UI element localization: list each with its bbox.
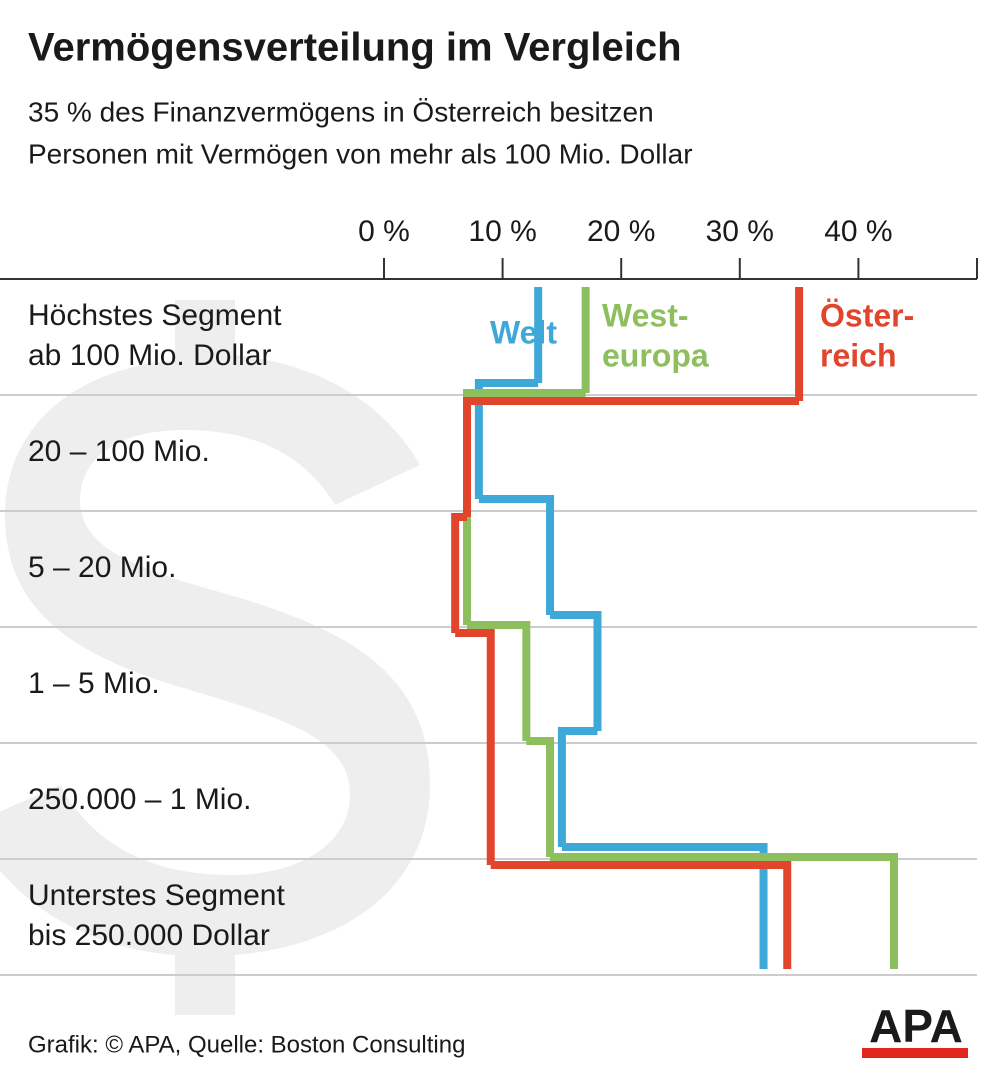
step-line bbox=[451, 513, 468, 633]
step-line bbox=[526, 737, 555, 857]
category-label: bis 250.000 Dollar bbox=[28, 919, 270, 952]
step-line bbox=[561, 843, 768, 969]
step-line bbox=[463, 397, 800, 517]
step-line bbox=[490, 861, 792, 969]
step-line bbox=[550, 853, 898, 969]
step-line bbox=[463, 389, 586, 509]
legend-label: europa bbox=[602, 337, 709, 373]
category-label: 250.000 – 1 Mio. bbox=[28, 783, 252, 816]
x-tick-label: 10 % bbox=[468, 215, 536, 248]
category-label: 1 – 5 Mio. bbox=[28, 667, 160, 700]
logo-bar bbox=[862, 1048, 968, 1058]
dollar-watermark bbox=[0, 300, 430, 1015]
step-line bbox=[478, 495, 555, 615]
step-line bbox=[550, 611, 602, 731]
x-tick-label: 20 % bbox=[587, 215, 655, 248]
category-label: Höchstes Segment bbox=[28, 299, 282, 332]
legend-label: Welt bbox=[490, 314, 557, 350]
step-line bbox=[474, 379, 539, 499]
x-tick-label: 40 % bbox=[824, 215, 892, 248]
legend-label: Öster- bbox=[820, 297, 914, 333]
x-tick-label: 0 % bbox=[358, 215, 410, 248]
step-line bbox=[557, 727, 598, 847]
category-label: ab 100 Mio. Dollar bbox=[28, 339, 271, 372]
chart-title: Vermögensverteilung im Vergleich bbox=[28, 26, 682, 70]
legend-label: reich bbox=[820, 337, 896, 373]
legend-label: West- bbox=[602, 297, 689, 333]
logo: APA bbox=[869, 1000, 963, 1052]
step-line bbox=[455, 629, 495, 749]
step-line bbox=[467, 621, 531, 741]
source: Grafik: © APA, Quelle: Boston Consulting bbox=[28, 1031, 465, 1058]
subtitle: Personen mit Vermögen von mehr als 100 M… bbox=[28, 138, 693, 169]
category-label: Unterstes Segment bbox=[28, 879, 285, 912]
x-tick-label: 30 % bbox=[706, 215, 774, 248]
category-label: 20 – 100 Mio. bbox=[28, 435, 210, 468]
category-label: 5 – 20 Mio. bbox=[28, 551, 176, 584]
subtitle: 35 % des Finanzvermögens in Österreich b… bbox=[28, 96, 654, 127]
